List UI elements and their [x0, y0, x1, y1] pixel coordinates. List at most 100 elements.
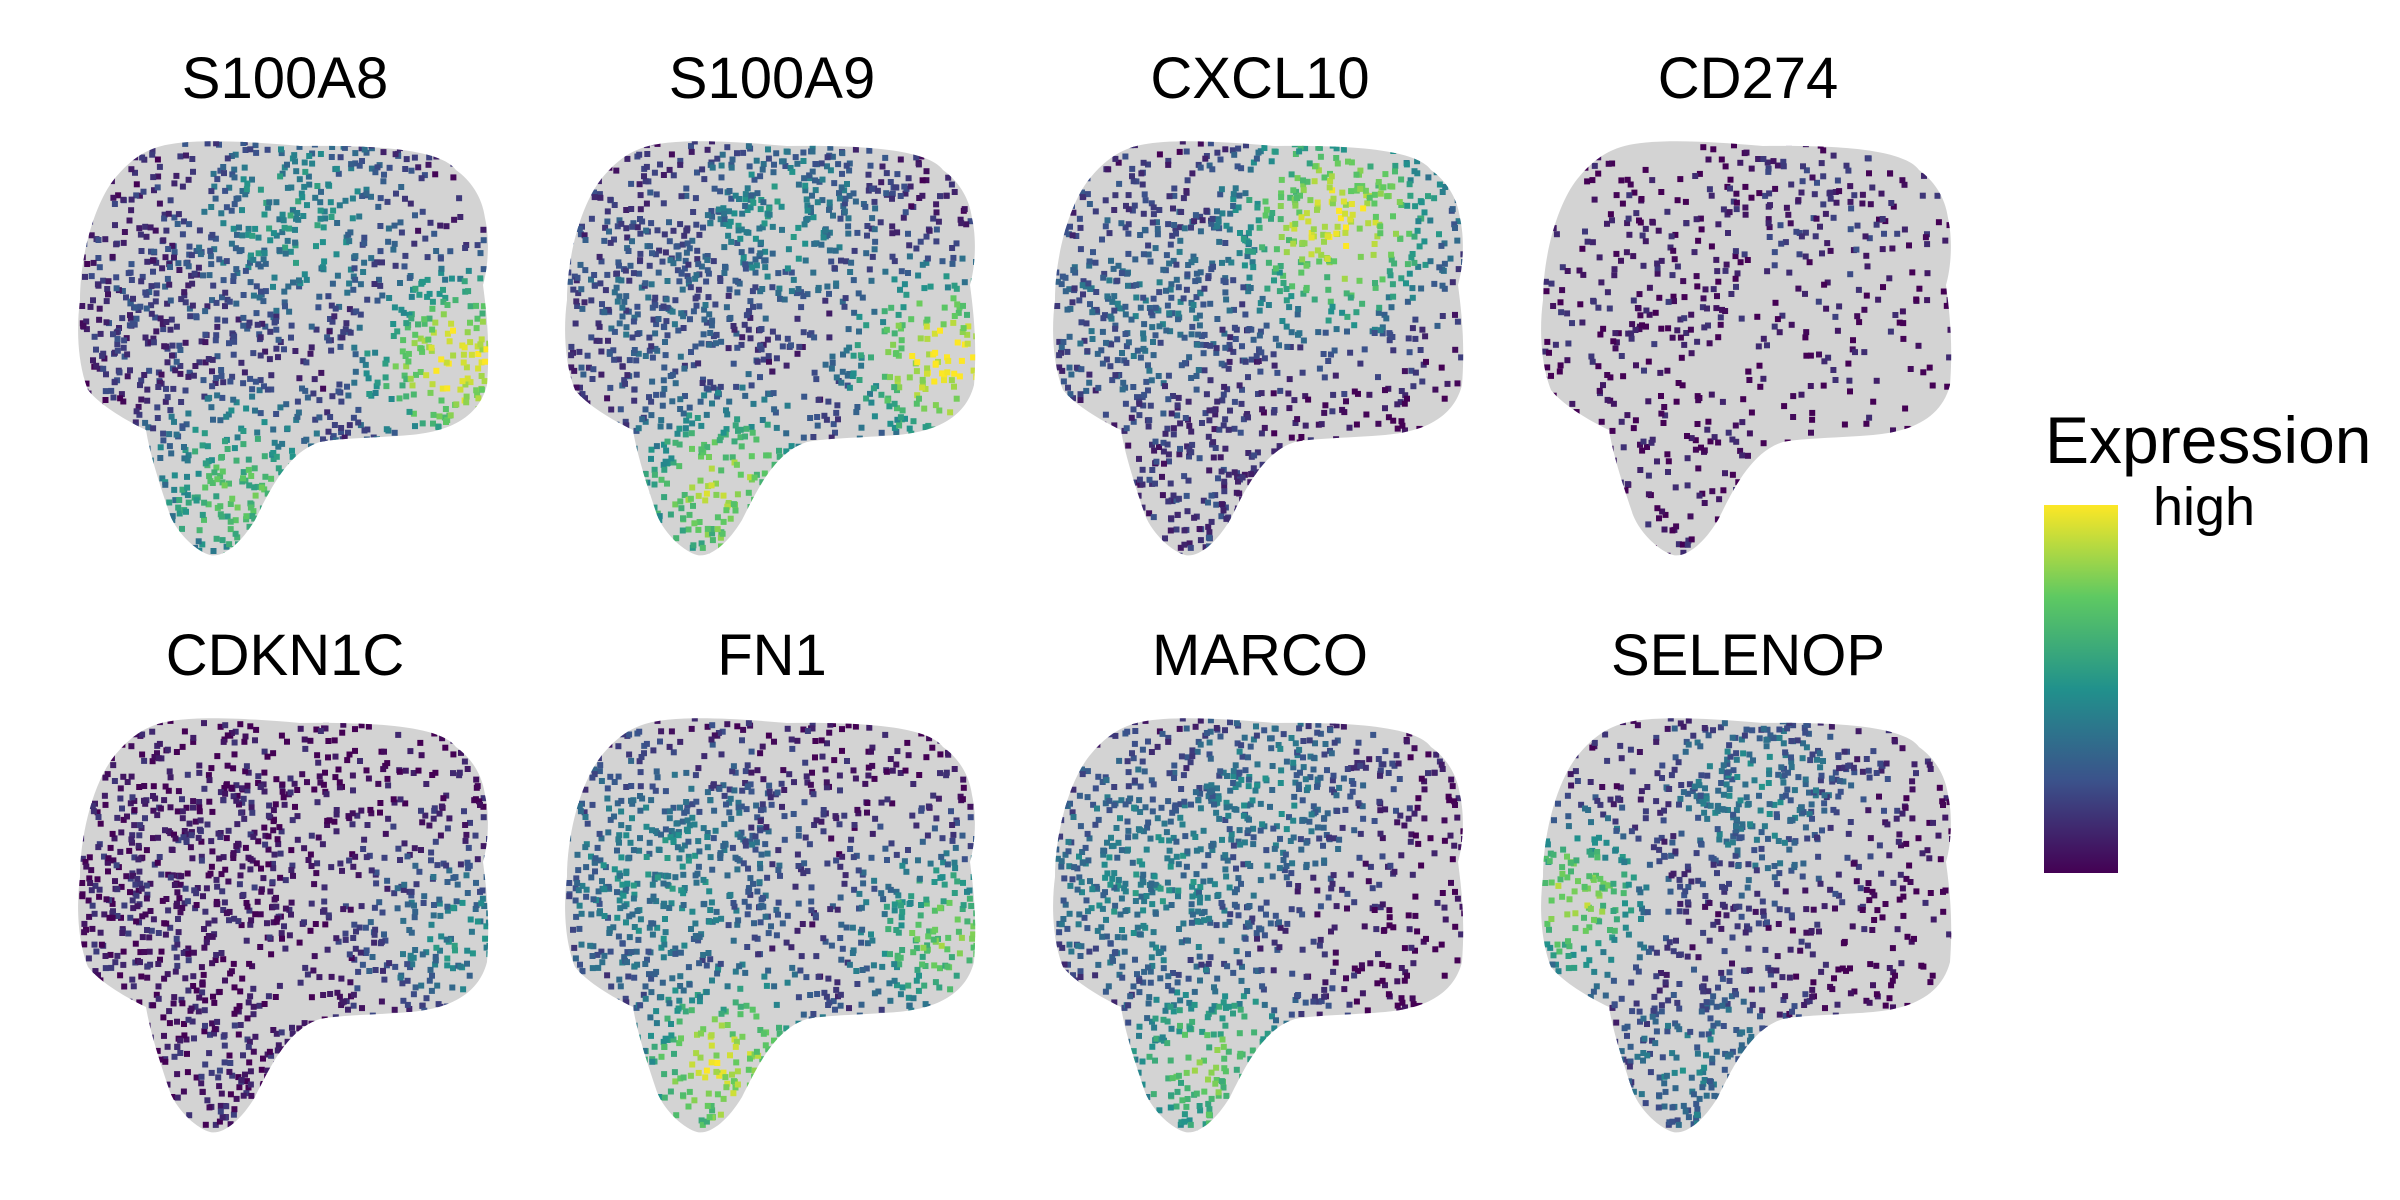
cell-point [401, 263, 408, 270]
cell-point [650, 316, 657, 323]
cell-point [302, 387, 309, 394]
cell-point [1245, 230, 1252, 237]
cell-point [1245, 450, 1252, 456]
cell-point [302, 483, 309, 490]
cell-point [661, 364, 668, 371]
cell-point [232, 530, 239, 537]
cell-point [896, 422, 903, 429]
cell-point [757, 343, 763, 350]
cell-point [1112, 155, 1119, 162]
cell-point [1688, 536, 1695, 543]
cell-point [1436, 181, 1443, 188]
cell-point [1739, 560, 1745, 566]
cell-point [235, 541, 241, 548]
cell-point [765, 155, 772, 162]
cell-point [295, 198, 302, 205]
cell-point [709, 164, 716, 171]
cell-point [754, 346, 761, 353]
cell-point [1609, 217, 1615, 224]
cell-point [891, 258, 898, 265]
cell-point [1174, 402, 1181, 409]
cell-point [840, 467, 847, 474]
cell-point [183, 152, 189, 159]
cell-point [1894, 230, 1901, 237]
cell-point [1326, 184, 1333, 191]
cell-point [796, 343, 803, 350]
cell-point [300, 460, 307, 467]
cell-point [1054, 303, 1061, 309]
cell-point [1080, 150, 1086, 157]
cell-point [235, 316, 242, 323]
cell-point [440, 439, 447, 446]
cell-point [1079, 444, 1086, 451]
cell-point [412, 331, 419, 338]
cell-point [1618, 177, 1625, 184]
cell-point [1852, 349, 1858, 356]
cell-point [1278, 190, 1285, 197]
cell-point [450, 327, 456, 334]
cell-point [1185, 262, 1192, 268]
cell-point [1236, 548, 1243, 555]
cell-point [804, 202, 811, 209]
cell-point [224, 446, 231, 452]
cell-point [925, 490, 932, 497]
cell-point [391, 240, 398, 247]
cell-point [915, 272, 922, 279]
cell-point [610, 347, 617, 354]
cell-point [1226, 358, 1233, 365]
cell-point [625, 542, 632, 549]
cell-point [721, 547, 727, 554]
cell-point [1177, 298, 1184, 305]
cell-point [219, 454, 225, 460]
cell-point [717, 188, 724, 195]
cell-point [1630, 425, 1637, 432]
cell-point [475, 395, 482, 402]
cell-point [732, 422, 739, 429]
cell-point [1935, 519, 1942, 526]
cell-point [1456, 190, 1463, 196]
cell-point [145, 516, 152, 523]
cell-point [1654, 260, 1661, 267]
cell-point [181, 292, 188, 299]
cell-point [1066, 333, 1073, 340]
cell-point [970, 354, 976, 361]
cell-point [1431, 280, 1438, 287]
cell-point [1130, 353, 1137, 359]
cell-point [697, 477, 704, 484]
cell-point [339, 464, 346, 471]
cell-point [581, 548, 588, 555]
cell-point [753, 262, 760, 269]
cell-point [432, 528, 438, 535]
cell-point [1218, 186, 1225, 193]
cell-point [1122, 400, 1129, 407]
cell-point [845, 326, 852, 333]
cell-point [766, 513, 773, 520]
cell-point [1135, 492, 1142, 499]
cell-point [448, 448, 455, 454]
cell-point [1873, 221, 1880, 228]
cell-point [804, 291, 811, 298]
cell-point [370, 434, 377, 441]
cell-point [653, 519, 660, 526]
cell-point [108, 488, 115, 495]
cell-point [757, 374, 763, 381]
cell-point [1658, 325, 1665, 332]
cell-point [1325, 317, 1332, 324]
cell-point [710, 258, 717, 265]
cell-point [1719, 306, 1725, 313]
cell-point [1444, 488, 1451, 495]
cell-point [575, 183, 582, 190]
cell-point [1285, 524, 1292, 531]
cell-point [100, 365, 107, 372]
cell-point [380, 149, 387, 156]
cell-point [1062, 274, 1069, 281]
cell-point [1077, 224, 1084, 231]
cell-point [391, 222, 398, 229]
cell-point [714, 155, 721, 162]
cell-point [88, 183, 95, 190]
cell-point [1649, 177, 1656, 184]
cell-point [444, 330, 451, 337]
cell-point [185, 176, 192, 183]
cell-point [814, 422, 821, 429]
cell-point [1314, 206, 1320, 213]
